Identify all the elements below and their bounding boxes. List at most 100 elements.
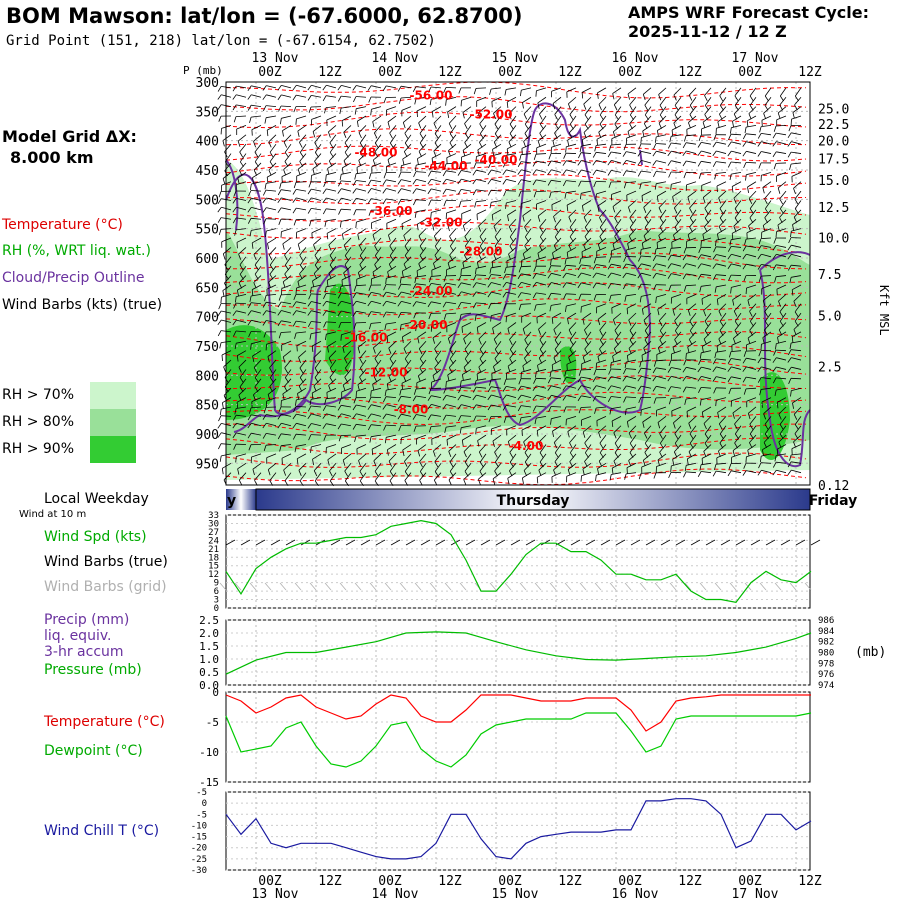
wind-barb-flag	[353, 322, 357, 329]
wind-barb-flag	[612, 356, 615, 363]
wind-barb-flag	[747, 450, 750, 457]
wind-barb-flag	[627, 421, 629, 428]
wind-barb-shaft	[341, 310, 352, 314]
wind-barb-flag	[579, 257, 582, 265]
wind-barb-flag	[428, 313, 432, 320]
wind-barb	[607, 160, 622, 166]
wind-barb-shaft	[281, 181, 292, 184]
wind-barb	[267, 387, 277, 401]
wind-barb	[674, 97, 682, 111]
wind-barb-shaft	[612, 237, 622, 245]
wind-barb	[712, 376, 727, 382]
wind-barb-flag	[719, 95, 724, 102]
wind-barb	[387, 153, 397, 166]
wind-barb-shaft	[776, 132, 787, 136]
wind-barb-shaft	[251, 319, 262, 323]
wind-barb-shaft	[389, 472, 397, 481]
wind-barb-flag	[655, 296, 657, 304]
wind-barb-shaft	[449, 228, 457, 237]
wind-barb	[503, 415, 517, 423]
wind-barb	[533, 153, 547, 161]
wind-barb-shaft	[536, 292, 547, 295]
wind-barb	[489, 200, 502, 209]
wind-barb	[247, 319, 262, 326]
wind-barb-shaft	[584, 444, 592, 453]
wind-barb-flag	[403, 348, 407, 355]
wind-barb-shaft	[449, 125, 457, 134]
wind-barb-shaft	[658, 228, 667, 236]
wind-barb	[628, 453, 637, 467]
wind-barb	[610, 359, 622, 369]
wind-barb-shaft	[522, 247, 532, 255]
wind-barb-shaft	[254, 378, 262, 387]
wind-barb-flag	[671, 129, 674, 137]
wind-barb-flag	[329, 142, 334, 149]
wind-barb-shaft	[522, 359, 532, 367]
wind-barb-shaft	[641, 170, 652, 173]
wind-barb-shaft	[341, 106, 352, 109]
wind-barb-shaft	[236, 206, 247, 211]
wind-barb	[524, 228, 532, 243]
wind-barb-shaft	[464, 453, 472, 463]
wind-barb-flag	[547, 377, 552, 384]
wind-barb-shaft	[673, 416, 682, 424]
wind-barb-flag	[431, 111, 434, 118]
wind-barb-flag	[684, 398, 687, 405]
wind-barb-flag	[598, 432, 601, 439]
wind-barb-flag	[773, 163, 777, 170]
wind-barb-flag	[277, 422, 282, 429]
wind-barb-shaft	[718, 190, 727, 199]
wind-barb-shaft	[793, 434, 802, 443]
wind-barb	[307, 310, 322, 316]
wind-barb-shaft	[314, 369, 322, 378]
wind-barb-flag	[653, 171, 657, 178]
wind-barb-flag	[404, 461, 408, 467]
wind-barb	[789, 162, 802, 170]
wind-barb-shaft	[295, 181, 307, 183]
wind-barb	[565, 415, 577, 426]
wind-barb	[253, 247, 262, 261]
wind-barb	[461, 322, 472, 333]
wind-barb	[641, 190, 652, 202]
wind-barb-shaft	[552, 312, 562, 319]
wind-barb	[478, 359, 487, 373]
legend-rh: RH (%, WRT liq. wat.)	[2, 243, 151, 259]
wind-barb-flag	[314, 142, 318, 148]
wind-barb-shaft	[359, 143, 367, 153]
wind-barb-shaft	[341, 218, 352, 222]
wind-barb	[474, 312, 487, 321]
wind-barb-flag	[564, 192, 567, 199]
wind-barb	[566, 200, 577, 212]
wind-barb-shaft	[326, 310, 337, 314]
wind-barb-flag	[342, 233, 344, 240]
wind-barb	[222, 172, 232, 185]
wind-barb-flag	[774, 389, 777, 396]
wind-barb-shaft	[507, 143, 517, 150]
wind-barb	[308, 181, 322, 188]
wind-barb	[655, 462, 667, 473]
wind-barb	[247, 217, 262, 224]
wind-barb-shaft	[476, 312, 487, 316]
wind-barb	[703, 444, 712, 458]
wind-barb	[446, 153, 457, 164]
wind-barb	[434, 341, 442, 355]
wind-barb	[517, 282, 532, 288]
wind-barb	[251, 237, 262, 249]
wind-barb	[745, 453, 757, 463]
wind-barb	[562, 282, 577, 288]
wind-barb-shaft	[719, 312, 727, 322]
wind-barb-shaft	[731, 358, 742, 361]
wind-barb	[340, 331, 352, 341]
wind-barb	[653, 359, 667, 367]
wind-barb-flag	[672, 347, 675, 354]
wind-barb	[309, 331, 322, 340]
wind-barb-flag	[537, 140, 541, 147]
wind-barb-shaft	[761, 453, 772, 457]
wind-barb-shaft	[326, 171, 337, 176]
wind-barb-flag	[554, 452, 559, 458]
wind-barb-shaft	[791, 275, 802, 278]
wind-barb-shaft	[251, 104, 262, 108]
wind-barb-flag	[356, 167, 358, 174]
wind-barb-shaft	[371, 218, 382, 223]
wind-barb	[487, 291, 502, 298]
